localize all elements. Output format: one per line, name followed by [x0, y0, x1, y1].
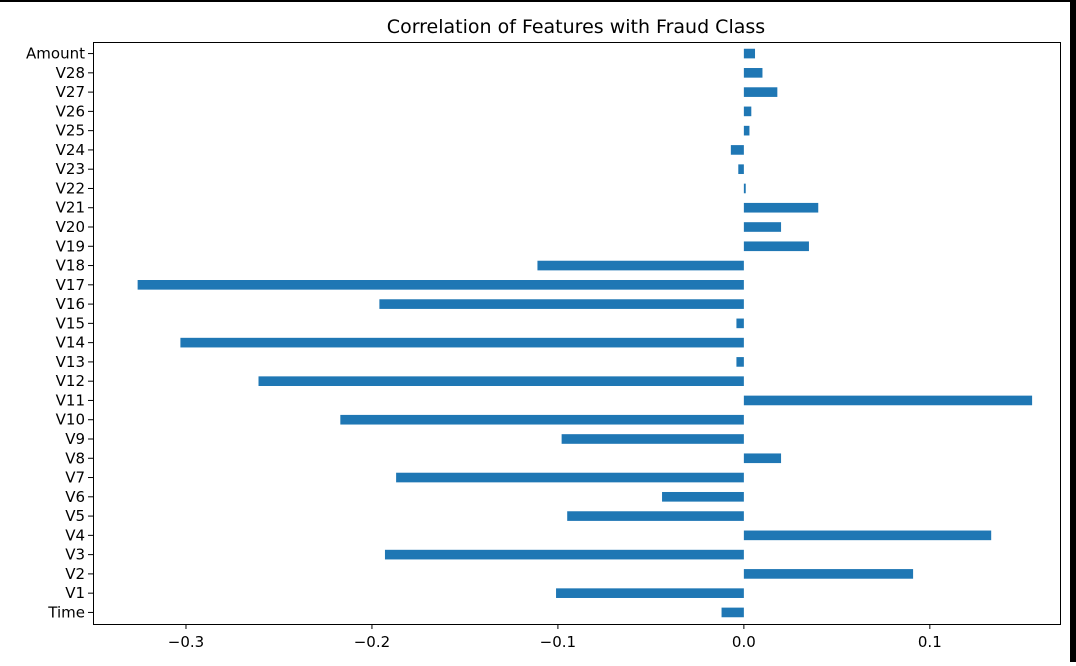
y-tick-label: V9	[65, 430, 85, 448]
y-tick-label: V28	[56, 64, 85, 82]
x-tick-label: −0.3	[168, 633, 204, 651]
bar-v21	[743, 202, 819, 213]
x-tick-label: −0.1	[540, 633, 576, 651]
bar-v13	[736, 357, 744, 367]
bar-v1	[556, 588, 744, 598]
y-tick-label: V22	[56, 179, 85, 197]
y-tick-label: V19	[56, 237, 85, 255]
bar-v2	[743, 569, 914, 579]
bar-time	[721, 607, 744, 618]
bar-v23	[738, 164, 744, 175]
y-tick-label: V27	[56, 83, 85, 101]
bar-v24	[730, 145, 744, 155]
y-tick-label: V4	[65, 526, 85, 544]
bar-v3	[384, 549, 744, 560]
y-tick-label: V17	[56, 276, 85, 294]
y-tick-label: V7	[65, 469, 85, 487]
y-tick-label: V20	[56, 218, 85, 236]
bar-v15	[736, 318, 744, 329]
bar-v26	[743, 106, 752, 117]
y-tick-label: V1	[65, 584, 85, 602]
plot-frame	[93, 42, 1061, 625]
top-border	[0, 0, 1076, 2]
bar-v25	[743, 125, 750, 136]
y-tick-label: V2	[65, 565, 85, 583]
y-tick-label: V12	[56, 372, 85, 390]
y-tick-label: V16	[56, 295, 85, 313]
bar-v9	[561, 434, 744, 444]
bars-group	[137, 48, 1033, 618]
bar-v11	[743, 395, 1033, 406]
bar-v28	[743, 68, 763, 78]
y-tick-label: V26	[56, 102, 85, 120]
bar-v10	[340, 414, 744, 425]
bar-v22	[743, 183, 746, 194]
y-tick-label: V11	[56, 391, 85, 409]
y-tick-label: V13	[56, 353, 85, 371]
y-tick-label: V6	[65, 488, 85, 506]
y-tick-label: V8	[65, 449, 85, 467]
bar-v5	[567, 511, 744, 521]
bar-v7	[396, 472, 744, 483]
bar-v8	[743, 453, 782, 464]
x-tick-label: −0.2	[354, 633, 390, 651]
bar-v20	[743, 222, 782, 232]
bar-v14	[180, 337, 744, 348]
y-tick-label: V3	[65, 546, 85, 564]
y-tick-label: V23	[56, 160, 85, 178]
bar-v27	[743, 87, 778, 97]
x-tick-label: 0.0	[732, 633, 756, 651]
y-tick-label: V24	[56, 141, 85, 159]
y-tick-label: Amount	[26, 45, 85, 63]
right-border	[1070, 0, 1076, 662]
y-tick-label: V14	[56, 334, 85, 352]
y-tick-label: V18	[56, 257, 85, 275]
bar-v4	[743, 530, 992, 541]
y-tick-label: V10	[56, 411, 85, 429]
y-tick-label: V25	[56, 122, 85, 140]
x-axis-ticks: −0.3 −0.2 −0.1 0.0 0.1	[168, 624, 942, 651]
y-tick-label: Time	[47, 603, 85, 621]
bar-v17	[137, 280, 744, 290]
bar-v12	[258, 376, 744, 386]
chart-title: Correlation of Features with Fraud Class	[387, 16, 765, 38]
x-tick-label: 0.1	[918, 633, 942, 651]
y-tick-label: V15	[56, 314, 85, 332]
bar-v18	[537, 260, 744, 271]
bar-v6	[662, 491, 744, 502]
y-tick-label: V5	[65, 507, 85, 525]
bar-amount	[743, 48, 756, 59]
bar-v19	[743, 241, 809, 252]
y-tick-label: V21	[56, 199, 85, 217]
bar-v16	[379, 299, 744, 309]
